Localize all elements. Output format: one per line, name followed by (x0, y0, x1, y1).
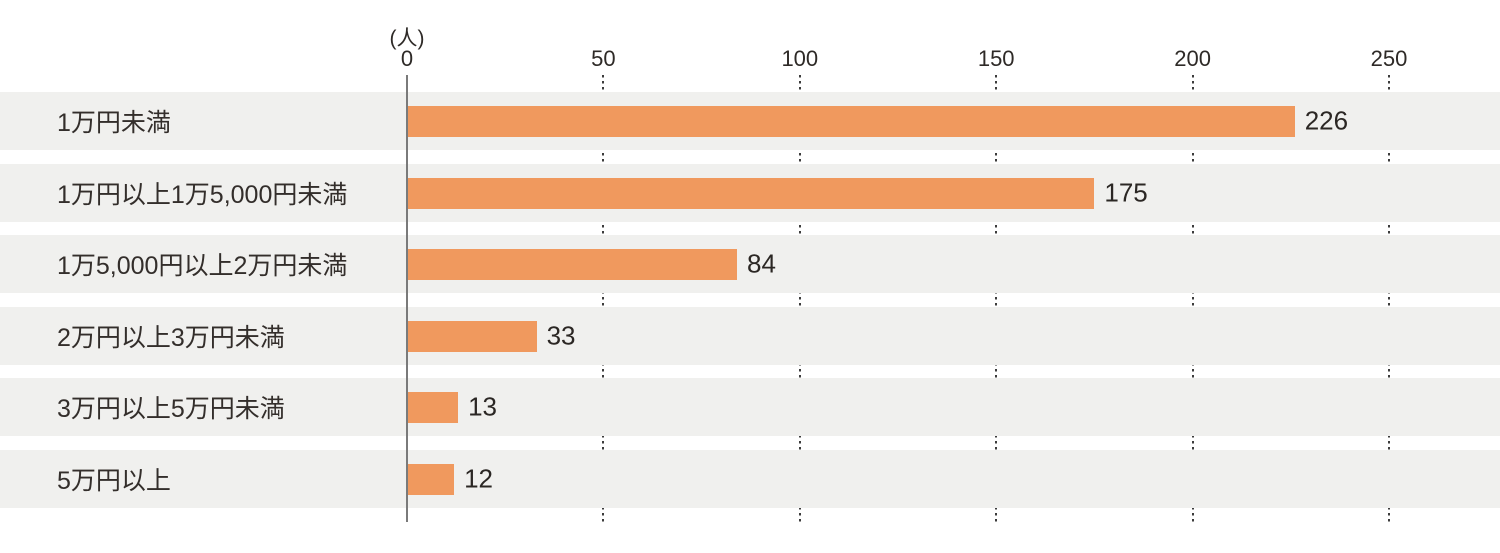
dotted-gridline (602, 75, 605, 522)
table-row: 1万円未満 226 (0, 92, 1500, 150)
bar (407, 249, 737, 280)
x-tick-label: 0 (400, 46, 414, 71)
bar (407, 106, 1295, 137)
y-axis-line (406, 75, 408, 522)
table-row: 1万5,000円以上2万円未満 84 (0, 235, 1500, 293)
x-tick-label: 100 (781, 46, 819, 71)
x-tick-label: 250 (1370, 46, 1408, 71)
table-row: 3万円以上5万円未満 13 (0, 378, 1500, 436)
table-row: 2万円以上3万円未満 33 (0, 307, 1500, 365)
x-tick-label: 50 (591, 46, 616, 71)
bar (407, 178, 1095, 209)
table-row: 5万円以上 12 (0, 450, 1500, 508)
x-tick-label: 150 (977, 46, 1015, 71)
axis-unit-label: (人) (389, 27, 425, 50)
value-label: 33 (546, 320, 576, 351)
value-label: 175 (1104, 177, 1148, 208)
value-label: 226 (1304, 105, 1349, 136)
dotted-gridline (798, 75, 801, 522)
category-label: 1万5,000円以上2万円未満 (57, 252, 348, 280)
bar (407, 464, 455, 495)
category-label: 1万円以上1万5,000円未満 (57, 181, 348, 209)
value-label: 12 (464, 463, 494, 494)
category-label: 3万円以上5万円未満 (57, 395, 285, 423)
category-label: 5万円以上 (57, 467, 171, 495)
dotted-gridline (1191, 75, 1194, 522)
x-tick-label: 200 (1174, 46, 1211, 71)
dotted-gridline (1388, 75, 1390, 522)
table-row: 1万円以上1万5,000円未満 175 (0, 164, 1500, 222)
category-label: 1万円未満 (57, 109, 171, 137)
bar (407, 321, 537, 352)
category-label: 2万円以上3万円未満 (57, 324, 285, 352)
value-label: 84 (747, 248, 776, 279)
bar (407, 392, 459, 423)
value-label: 13 (468, 391, 498, 422)
dotted-gridline (995, 75, 998, 522)
